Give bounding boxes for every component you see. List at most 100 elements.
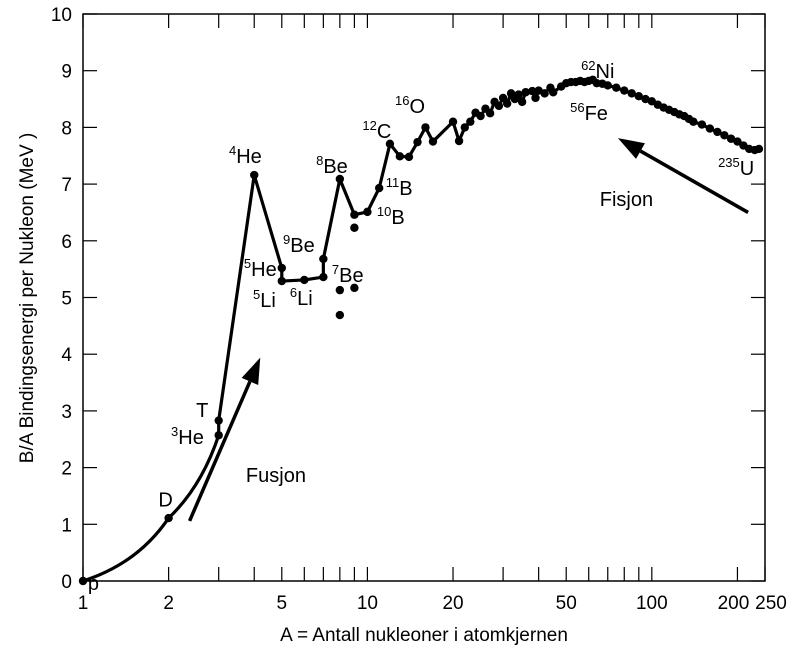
data-point-main — [214, 431, 223, 440]
data-point-main — [528, 86, 537, 96]
annotation-text: C — [377, 121, 391, 143]
y-tick-label: 8 — [61, 118, 72, 139]
annotation-label: 4He — [229, 143, 262, 168]
data-point-main — [413, 137, 422, 147]
annotation-superscript: 62 — [581, 58, 595, 73]
x-tick-label: 10 — [357, 593, 378, 614]
data-point-main — [428, 137, 438, 146]
annotation-label: 56Fe — [570, 100, 608, 125]
data-point-main — [517, 97, 527, 107]
data-point-isolated — [350, 283, 359, 293]
annotation-superscript: 8 — [316, 153, 323, 168]
arrow-fusjon-shaft — [187, 380, 252, 522]
y-tick-label: 3 — [61, 402, 72, 423]
annotation-text: Be — [290, 235, 314, 257]
data-point-main — [641, 94, 650, 104]
data-point-main — [363, 207, 372, 217]
data-point-isolated — [335, 310, 345, 320]
data-point-main — [448, 117, 458, 126]
data-point-isolated — [350, 223, 359, 232]
annotation-superscript: 235 — [718, 155, 740, 170]
annotation-label: 8Be — [316, 153, 348, 178]
annotation-text: He — [236, 146, 262, 168]
annotation-superscript: 56 — [570, 100, 584, 115]
y-tick-labels: 0 1 2 3 4 5 6 7 8 9 10 — [51, 5, 73, 593]
annotation-superscript: 10 — [377, 204, 391, 219]
annotation-text: Ni — [596, 61, 615, 83]
y-tick-label: 9 — [61, 62, 72, 83]
annotation-text: Be — [323, 156, 347, 178]
annotation-superscript: 6 — [290, 285, 297, 300]
data-point-main — [404, 152, 414, 162]
data-point-main — [634, 92, 644, 101]
data-point-main — [494, 101, 504, 111]
annotation-text: He — [178, 427, 204, 449]
annotation-text: Fusjon — [246, 465, 306, 487]
data-point-main — [720, 131, 729, 140]
y-tick-label: 1 — [61, 515, 72, 536]
annotation-label: D — [158, 490, 172, 512]
y-tick-label: 7 — [61, 175, 72, 196]
data-point-main — [612, 83, 621, 92]
data-point-main — [395, 152, 405, 161]
annotation-label: 16O — [395, 93, 425, 118]
y-tick-label: 6 — [61, 232, 72, 253]
axis-ticks — [82, 13, 766, 582]
annotation-superscript: 12 — [362, 118, 376, 133]
annotation-text: U — [740, 158, 754, 180]
data-point-main — [277, 263, 286, 273]
annotation-label: T — [196, 400, 208, 422]
annotation-text: O — [409, 96, 425, 118]
data-point-isolated — [335, 285, 345, 295]
annotation-superscript: 16 — [395, 93, 409, 108]
data-point-main — [385, 139, 395, 149]
annotation-superscript: 7 — [332, 262, 339, 277]
annotation-text: D — [158, 490, 172, 512]
data-point-main — [502, 99, 512, 108]
annotation-superscript: 3 — [171, 424, 178, 439]
data-point-main — [603, 81, 612, 90]
annotation-text: He — [251, 259, 277, 281]
y-tick-label: 5 — [61, 289, 72, 310]
data-point-main — [78, 576, 88, 586]
data-point-main — [454, 136, 464, 146]
x-tick-label: 200 — [718, 593, 750, 614]
annotation-label: Fisjon — [600, 189, 653, 211]
y-tick-label: 4 — [61, 345, 72, 366]
data-point-main — [514, 90, 523, 99]
arrow-fisjon-head — [617, 138, 645, 159]
arrow-fisjon-shaft — [639, 149, 749, 214]
data-point-main — [250, 170, 259, 180]
data-point-main — [697, 120, 707, 129]
annotation-label: 62Ni — [581, 58, 614, 83]
data-point-main — [521, 88, 530, 97]
annotation-text: Li — [297, 288, 313, 310]
annotation-label: Fusjon — [246, 465, 306, 487]
annotation-label: 5He — [244, 256, 277, 281]
data-points — [78, 75, 764, 586]
y-tick-label: 2 — [61, 459, 72, 480]
annotation-text: Fisjon — [600, 189, 653, 211]
x-tick-label: 5 — [277, 593, 288, 614]
annotation-label: 7Be — [332, 262, 364, 287]
x-tick-label: 2 — [163, 593, 174, 614]
y-axis-title: B/A Bindingsenergi per Nukleon (MeV ) — [17, 133, 38, 464]
x-tick-label: 20 — [442, 593, 463, 614]
data-point-main — [689, 117, 698, 126]
data-point-main — [421, 123, 430, 132]
y-tick-label: 10 — [51, 5, 72, 26]
data-point-main — [164, 513, 173, 523]
annotation-superscript: 5 — [253, 287, 260, 302]
annotation-label: 3He — [171, 424, 204, 449]
annotation-text: Li — [260, 290, 276, 312]
data-point-main — [548, 88, 558, 97]
annotation-superscript: 5 — [244, 256, 251, 271]
data-point-main — [705, 124, 715, 133]
x-axis-title: A = Antall nukleoner i atomkjernen — [280, 625, 568, 646]
data-point-main — [754, 144, 764, 154]
annotation-superscript: 11 — [386, 175, 400, 190]
data-point-main — [540, 89, 549, 98]
annotation-text: B — [391, 207, 404, 229]
